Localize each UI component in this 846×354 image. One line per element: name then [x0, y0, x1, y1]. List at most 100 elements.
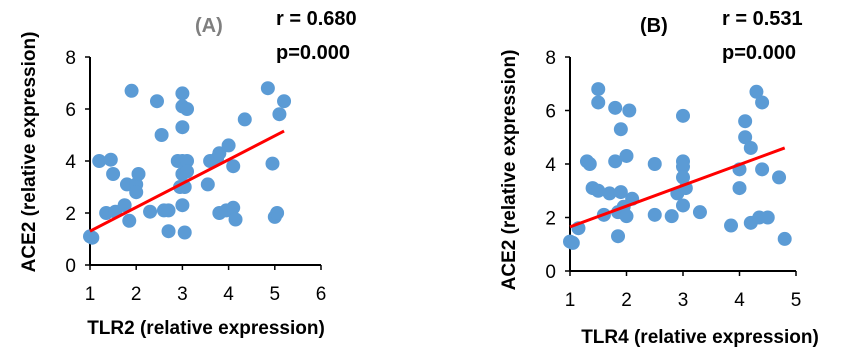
panel-b-data-point	[647, 207, 662, 222]
panel-b-data-point	[676, 159, 690, 174]
panel-a-data-point	[122, 213, 137, 228]
panel-a-data-point	[154, 128, 169, 142]
panel-b-data-point	[591, 95, 606, 110]
panel-a-data-point	[260, 81, 275, 96]
panel-a-data-point	[272, 107, 287, 122]
panel-b-y-tick-label: 2	[545, 209, 556, 230]
panel-a-data-point	[270, 206, 285, 220]
panel-a-y-tick-label: 4	[65, 152, 76, 173]
panel-a-data-point	[143, 204, 158, 219]
panel-a-data-point	[129, 185, 144, 200]
panel-b-data-point	[664, 209, 679, 224]
panel-b-data-point	[622, 103, 637, 118]
panel-b-data-point	[619, 209, 634, 224]
panel-b-x-axis-label: TLR4 (relative expression)	[581, 327, 819, 348]
panel-a-r-value: r = 0.680	[276, 8, 357, 30]
panel-a-x-tick-label: 2	[131, 284, 142, 305]
panel-b-data-point	[619, 148, 634, 163]
panel-b-data-point	[676, 170, 690, 185]
panel-a-plot-area: 0 2 4 6 8 1 2 3 4 5 6	[65, 48, 326, 305]
panel-a-data-point	[228, 212, 243, 227]
panel-b-plot-area: 0 2 4 6 8 1 2 3 4 5	[545, 48, 801, 311]
panel-a-y-axis-label: ACE2 (relative expression)	[19, 32, 40, 273]
panel-a-y-tick-label: 0	[65, 256, 76, 277]
panel-a-data-point	[237, 112, 252, 127]
panel-b-y-tick-label: 0	[545, 262, 556, 283]
panel-a-data-point	[265, 156, 280, 171]
panel-b-y-tick-label: 4	[545, 155, 556, 176]
panel-b-data-point	[692, 205, 707, 220]
panel-a-data-point	[106, 167, 121, 181]
panel-b-data-point	[772, 170, 787, 185]
panel-a-data-point	[177, 225, 192, 240]
panel-b-y-axis-label: ACE2 (relative expression)	[499, 50, 520, 291]
panel-a-data-point	[180, 164, 195, 179]
panel-b-data-point	[611, 229, 626, 244]
panel-b-trendline	[569, 146, 786, 229]
panel-b-data-point	[591, 183, 606, 198]
panel-b-data-point	[749, 84, 764, 99]
panel-a-x-tick-label: 4	[223, 284, 234, 305]
panel-b-x-tick-label: 4	[734, 290, 745, 311]
panel-b-data-point	[743, 140, 758, 155]
panel-b-data-point	[602, 186, 617, 201]
panel-a: (A) r = 0.680 p=0.000 TLR2 (relative exp…	[19, 8, 357, 339]
panel-b-data-point	[777, 231, 792, 246]
panel-a-data-point	[221, 138, 236, 153]
panel-b-x-tick-label: 3	[678, 290, 689, 311]
panel-b-data-point	[591, 82, 606, 97]
panel-a-data-point	[277, 94, 292, 109]
panel-b-data-point	[738, 130, 753, 145]
panel-a-x-axis-label: TLR2 (relative expression)	[87, 318, 325, 339]
panel-a-data-point	[226, 159, 241, 174]
panel-b-label: (B)	[640, 15, 668, 37]
panel-b-data-point	[755, 162, 770, 177]
panel-a-data-point	[124, 83, 139, 98]
panel-a-data-point	[175, 120, 190, 135]
panel-a-data-point	[85, 230, 100, 245]
panel-a-data-point	[131, 167, 146, 181]
panel-b-data-point	[738, 114, 753, 129]
panel-b-data-point	[613, 185, 628, 200]
panel-b-x-tick-label: 2	[621, 290, 632, 311]
panel-a-y-tick-label: 2	[65, 204, 76, 225]
panel-b: (B) r = 0.531 p=0.000 TLR4 (relative exp…	[499, 8, 819, 348]
panel-a-data-point	[161, 224, 176, 239]
panel-a-data-point	[117, 198, 132, 213]
panel-a-data-point	[149, 94, 164, 109]
panel-b-data-point	[724, 218, 739, 233]
panel-b-y-tick-label: 8	[545, 48, 556, 69]
panel-a-data-point	[226, 200, 241, 215]
panel-a-x-tick-label: 6	[316, 284, 327, 305]
panel-a-y-tick-label: 8	[65, 48, 76, 69]
panel-b-data-point	[676, 108, 690, 123]
panel-a-data-point	[92, 154, 107, 168]
panel-a-x-tick-label: 1	[85, 284, 96, 305]
panel-b-y-tick-label: 6	[545, 102, 556, 123]
panel-b-data-point	[582, 157, 597, 171]
panel-b-data-point	[608, 100, 623, 115]
panel-b-data-point	[613, 122, 628, 137]
panel-a-p-value: p=0.000	[276, 42, 350, 64]
panel-a-data-point	[161, 203, 176, 218]
panel-a-data-point	[175, 86, 190, 101]
panel-a-data-point	[180, 102, 195, 116]
panel-b-x-tick-label: 5	[791, 290, 802, 311]
panel-b-r-value: r = 0.531	[722, 8, 803, 30]
panel-a-x-tick-label: 3	[177, 284, 188, 305]
panel-a-data-point	[200, 177, 215, 192]
panel-a-y-tick-label: 6	[65, 100, 76, 121]
panel-a-label: (A)	[195, 15, 223, 37]
panel-a-data-point	[212, 146, 227, 161]
panel-b-p-value: p=0.000	[722, 42, 796, 64]
panel-a-data-point	[175, 198, 190, 213]
panel-a-x-tick-label: 5	[270, 284, 281, 305]
panel-b-data-point	[647, 157, 662, 171]
panel-a-trendline	[89, 129, 285, 233]
panel-b-data-point	[608, 154, 623, 169]
panel-b-data-point	[755, 95, 770, 110]
panel-b-x-tick-label: 1	[565, 290, 576, 311]
panel-a-data-point	[103, 152, 118, 167]
panel-a-data-point	[180, 154, 195, 168]
